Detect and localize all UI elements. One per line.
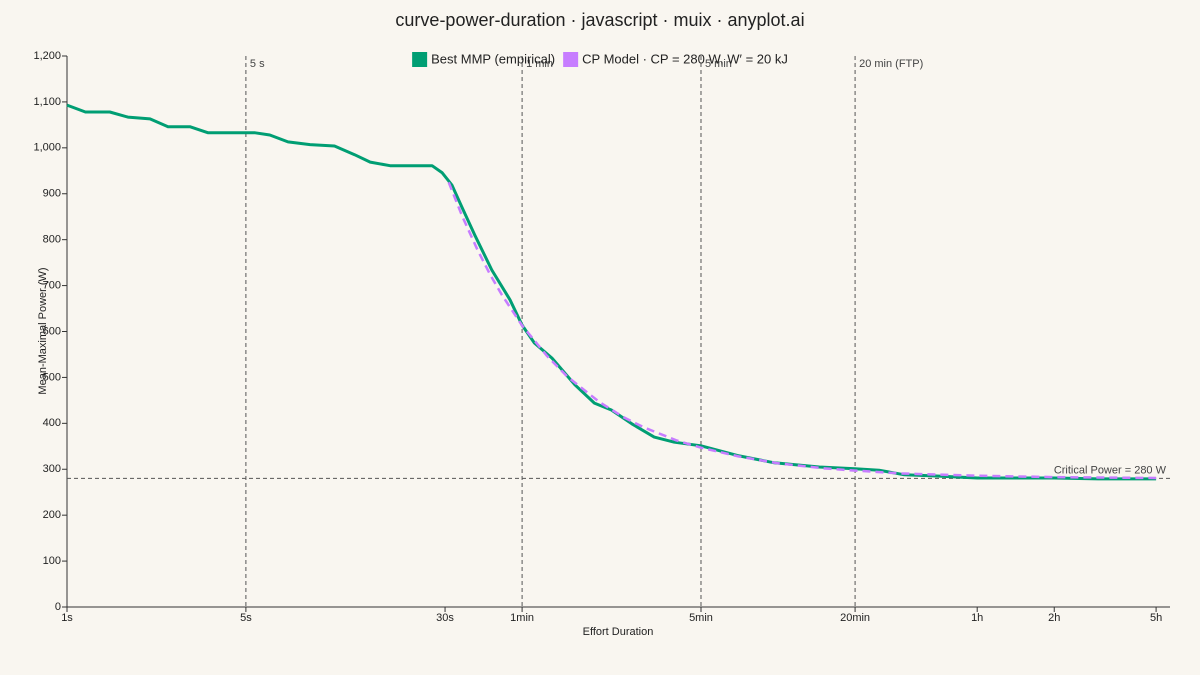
y-tick-label: 500	[43, 371, 61, 383]
y-tick-label: 100	[43, 555, 61, 567]
y-axis-label: Mean-Maximal Power (W)	[37, 267, 49, 394]
x-axis-label: Effort Duration	[583, 626, 654, 638]
critical-power-label: Critical Power = 280 W	[1054, 464, 1167, 476]
x-tick-label: 5h	[1150, 612, 1162, 624]
x-tick-label: 2h	[1048, 612, 1060, 624]
x-tick-label: 1min	[510, 612, 534, 624]
x-tick-label: 5min	[689, 612, 713, 624]
x-tick-label: 30s	[436, 612, 454, 624]
y-tick-label: 0	[55, 601, 61, 613]
legend-swatch	[412, 52, 428, 67]
legend-label: CP Model · CP = 280 W, W′ = 20 kJ	[582, 51, 788, 66]
legend-swatch	[563, 52, 579, 67]
y-tick-label: 200	[43, 509, 61, 521]
y-tick-label: 1,000	[33, 142, 61, 154]
legend-label: Best MMP (empirical)	[431, 51, 555, 66]
y-tick-label: 300	[43, 463, 61, 475]
chart-title: curve-power-duration · javascript · muix…	[395, 10, 804, 30]
x-tick-label: 20min	[840, 612, 870, 624]
y-tick-label: 400	[43, 417, 61, 429]
y-tick-label: 1,200	[33, 50, 61, 62]
y-tick-label: 800	[43, 234, 61, 246]
reference-label: 1 min	[526, 58, 553, 70]
y-tick-label: 600	[43, 325, 61, 337]
y-tick-label: 900	[43, 188, 61, 200]
reference-label: 20 min (FTP)	[859, 58, 923, 70]
reference-label: 5 s	[250, 58, 265, 70]
x-tick-label: 1s	[61, 612, 73, 624]
series-line	[447, 181, 1157, 480]
y-tick-label: 1,100	[33, 96, 61, 108]
x-tick-label: 1h	[971, 612, 983, 624]
x-tick-label: 5s	[240, 612, 252, 624]
y-tick-label: 700	[43, 279, 61, 291]
reference-label: 5 min	[705, 58, 732, 70]
series-line	[66, 103, 1157, 481]
